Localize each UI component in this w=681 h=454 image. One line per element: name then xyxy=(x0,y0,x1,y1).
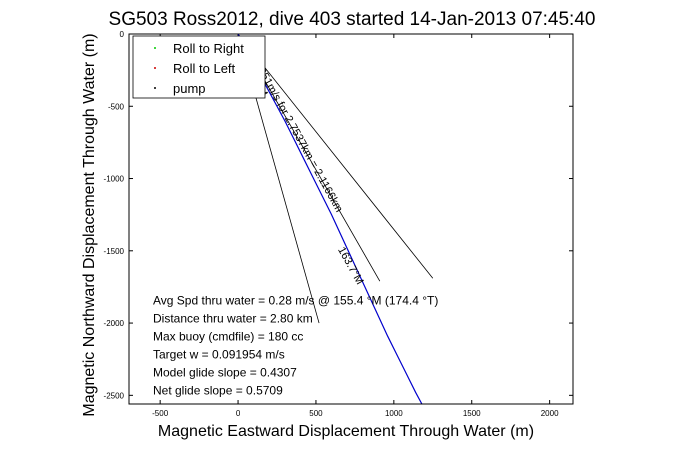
y-tick-label: -2500 xyxy=(104,391,125,400)
legend-marker xyxy=(154,47,156,49)
legend-label: pump xyxy=(173,81,206,96)
y-tick-label: -1000 xyxy=(104,175,125,184)
plot-area: -500 0 500 1000 1500 2000 0 -500 -1000 -1500 -2000… xyxy=(104,30,574,418)
x-tick-label: -500 xyxy=(152,409,169,418)
stats-line: Distance thru water = 2.80 km xyxy=(153,311,313,325)
stats-line: Max buoy (cmdfile) = 180 cc xyxy=(153,329,303,343)
stats-line: Avg Spd thru water = 0.28 m/s @ 155.4 °M… xyxy=(153,293,438,307)
legend-marker xyxy=(154,67,156,69)
stats-line: Model glide slope = 0.4307 xyxy=(153,365,297,379)
series-line xyxy=(237,34,423,404)
y-tick-label: 0 xyxy=(120,30,125,39)
plot-frame xyxy=(128,33,574,405)
chart-title: SG503 Ross2012, dive 403 started 14-Jan-… xyxy=(109,9,596,30)
y-axis-label: Magnetic Northward Displacement Through … xyxy=(81,33,98,416)
stats-line: Net glide slope = 0.5709 xyxy=(153,383,283,397)
stats-line: Target w = 0.091954 m/s xyxy=(153,347,285,361)
x-tick-label: 2000 xyxy=(541,409,559,418)
x-tick-label: 500 xyxy=(309,409,323,418)
x-tick-label: 1000 xyxy=(385,409,403,418)
legend-marker xyxy=(154,87,156,89)
y-tick-label: -2000 xyxy=(104,319,125,328)
legend: Roll to Right Roll to Left pump xyxy=(132,35,266,99)
reference-line xyxy=(237,34,434,279)
x-tick-label: 0 xyxy=(236,409,241,418)
y-tick-label: -1500 xyxy=(104,247,125,256)
legend-label: Roll to Right xyxy=(173,41,244,56)
x-tick-label: 1500 xyxy=(463,409,481,418)
x-axis-label: Magnetic Eastward Displacement Through W… xyxy=(158,423,534,440)
y-tick-label: -500 xyxy=(108,102,125,111)
legend-label: Roll to Left xyxy=(173,61,236,76)
